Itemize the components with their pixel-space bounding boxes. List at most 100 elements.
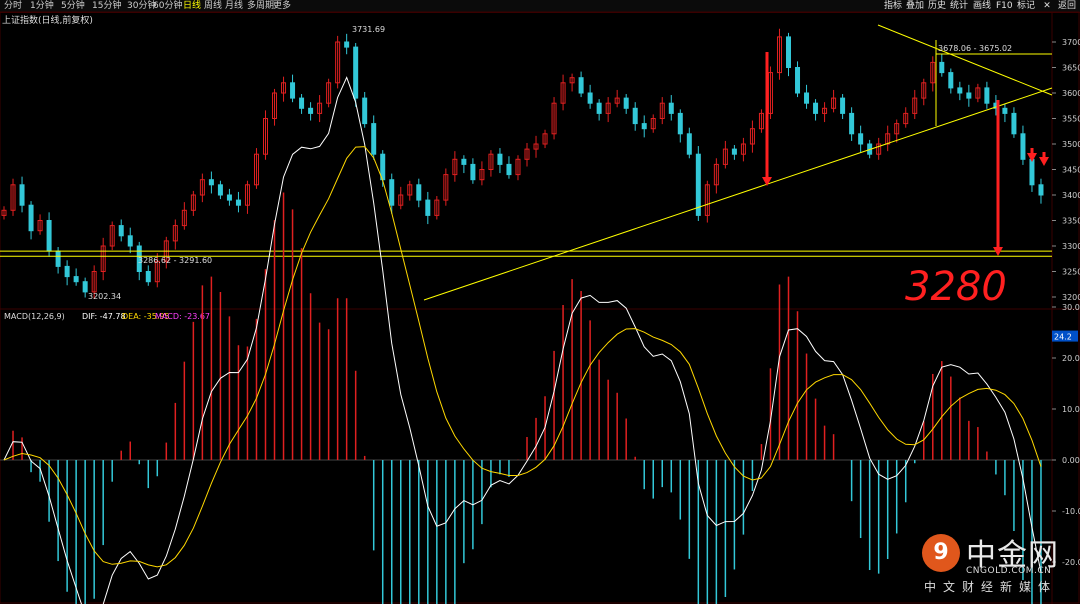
candle	[731, 148, 737, 155]
price-tick-label: 3250	[1062, 268, 1080, 277]
price-tick-label: 3350	[1062, 217, 1080, 226]
candle	[253, 153, 259, 186]
candle	[740, 143, 746, 155]
candle	[758, 112, 764, 130]
candle	[614, 97, 620, 104]
candle	[55, 250, 61, 267]
price-tick-label: 3400	[1062, 191, 1080, 200]
price-tick-label: 3550	[1062, 115, 1080, 124]
candle	[804, 92, 810, 104]
candle	[551, 102, 557, 135]
candle	[650, 118, 656, 130]
tool-f10[interactable]: F10	[996, 1, 1013, 11]
candle	[1029, 158, 1035, 186]
tool-back[interactable]: 返回	[1058, 1, 1077, 11]
candle	[10, 184, 16, 211]
candle	[326, 82, 332, 104]
tab-daily[interactable]: 日线	[183, 1, 202, 11]
candle	[813, 102, 819, 114]
candle	[632, 107, 638, 125]
tab-5min[interactable]: 5分钟	[61, 1, 85, 11]
candle	[578, 77, 584, 94]
candle	[308, 107, 314, 114]
candle	[488, 153, 494, 170]
candle	[776, 36, 782, 74]
candle	[722, 148, 728, 165]
candle	[244, 184, 250, 206]
price-tick-label: 3600	[1062, 89, 1080, 98]
candle	[452, 158, 458, 176]
tool-statistics[interactable]: 统计	[950, 1, 969, 11]
candle	[154, 260, 160, 283]
candle	[217, 184, 223, 196]
tab-weekly[interactable]: 周线	[204, 1, 223, 11]
tool-indicator[interactable]: 指标	[884, 1, 903, 11]
candle	[19, 184, 25, 206]
candle	[434, 199, 440, 216]
tool-drawline[interactable]: 画线	[973, 1, 992, 11]
macd-tick-label: -10.00	[1062, 507, 1080, 516]
tab-multi-period[interactable]: 多周期	[247, 1, 275, 11]
candle	[272, 92, 278, 119]
price-label-high: 3731.69	[352, 25, 385, 34]
candle	[695, 153, 701, 216]
candle	[37, 220, 43, 232]
annotation-arrow-1-head	[762, 177, 772, 186]
candle	[73, 276, 79, 283]
tab-60min[interactable]: 60分钟	[153, 1, 183, 11]
annotation-arrow-3-head	[1027, 153, 1037, 162]
price-tick-label: 3650	[1062, 64, 1080, 73]
logo-subtitle: 中文财经新媒体	[924, 580, 1058, 594]
price-label-recent-high: 3678.06 - 3675.02	[938, 44, 1012, 53]
candle	[353, 46, 359, 99]
logo-cn-text: 中金网	[966, 538, 1059, 573]
tool-mark[interactable]: 标记	[1017, 1, 1036, 11]
candle	[136, 245, 142, 272]
price-tick-label: 3500	[1062, 140, 1080, 149]
candle	[831, 97, 837, 109]
candle	[876, 143, 882, 155]
candle	[623, 97, 629, 109]
macd-legend-name: MACD(12,26,9)	[4, 312, 65, 321]
tab-30min[interactable]: 30分钟	[127, 1, 157, 11]
tab-monthly[interactable]: 月线	[225, 1, 244, 11]
candle	[362, 97, 368, 125]
tab-1min[interactable]: 1分钟	[30, 1, 54, 11]
candle	[416, 184, 422, 201]
candle	[461, 158, 467, 165]
macd-dif-line	[3, 76, 1042, 604]
tool-history[interactable]: 历史	[928, 1, 947, 11]
candle	[226, 194, 232, 201]
macd-current-tag: 24.2	[1054, 333, 1072, 342]
candle	[263, 118, 268, 155]
macd-legend-macd: MACD: -23.67	[155, 312, 210, 321]
candle	[840, 97, 846, 114]
tab-15min[interactable]: 15分钟	[92, 1, 122, 11]
candle	[181, 209, 187, 227]
candle	[127, 235, 133, 247]
candle	[668, 102, 674, 114]
candle	[677, 112, 683, 135]
candle	[542, 133, 548, 145]
candle	[425, 199, 431, 216]
candle	[172, 225, 178, 242]
candle	[957, 87, 963, 94]
tab-fenshi[interactable]: 分时	[4, 1, 23, 11]
candle	[885, 133, 891, 145]
close-icon[interactable]: ✕	[1043, 1, 1051, 11]
candle	[984, 87, 990, 104]
price-tick-label: 3300	[1062, 242, 1080, 251]
tool-overlay[interactable]: 叠加	[906, 1, 925, 11]
candle	[686, 133, 692, 155]
tab-more[interactable]: 更多	[273, 1, 292, 11]
candle	[849, 112, 855, 135]
index-title: 上证指数(日线,前复权)	[2, 16, 93, 26]
candle	[939, 61, 945, 74]
candle	[235, 199, 241, 206]
candle	[290, 82, 296, 99]
annotation-arrow-4-head	[1039, 157, 1049, 166]
logo-en-text: CNGOLD.COM.CN	[966, 566, 1052, 576]
price-label-low: 3202.34	[88, 292, 121, 301]
candle	[109, 225, 115, 247]
